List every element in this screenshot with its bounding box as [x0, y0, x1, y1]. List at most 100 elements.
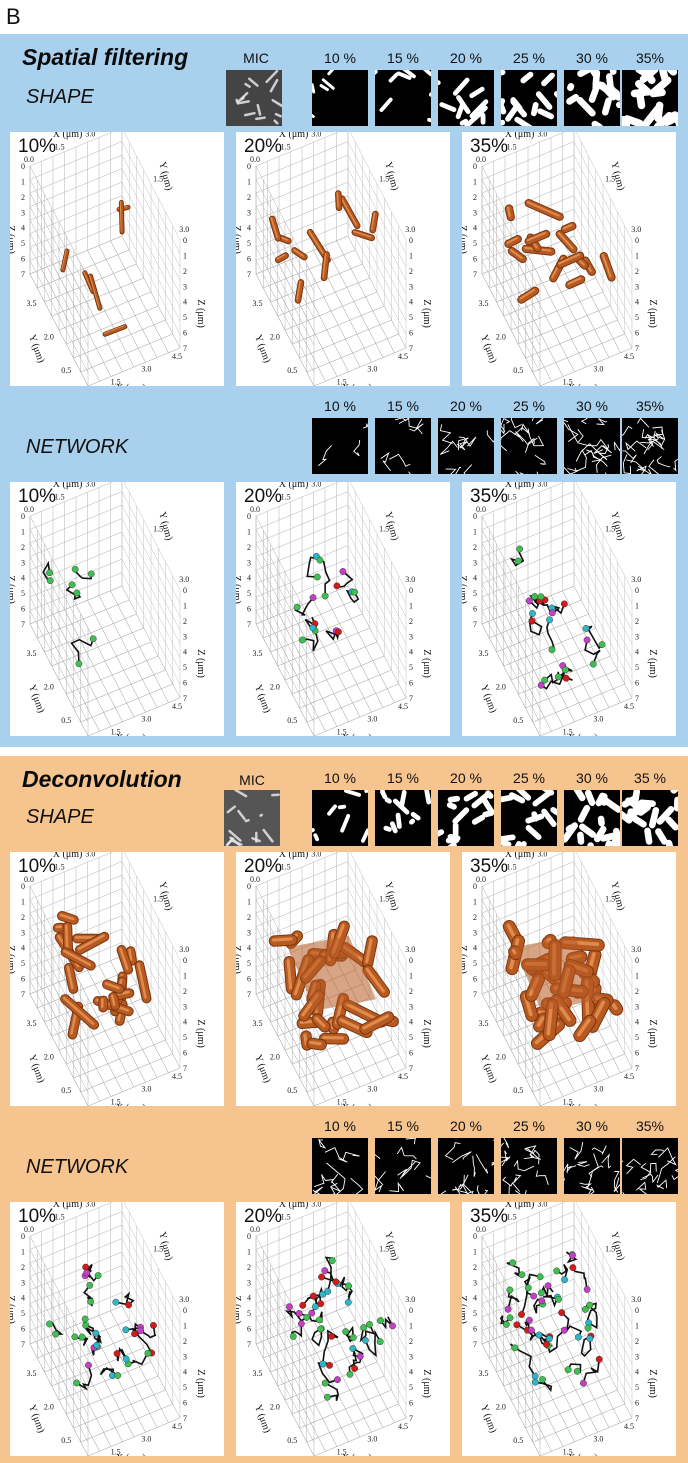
z-tick-label: 0 — [183, 956, 187, 965]
y-tick-label: 0.0 — [579, 132, 589, 133]
x-tick-label: 3.0 — [311, 1202, 321, 1209]
x-tick-label: 1.5 — [563, 727, 573, 736]
z-tick-label: 1 — [21, 1247, 25, 1256]
network-node — [349, 1334, 357, 1341]
z-tick-label: 7 — [21, 1340, 25, 1349]
thumbnail-canvas — [564, 1141, 620, 1194]
x-tick-label: 3.0 — [85, 132, 95, 139]
network-node — [531, 1378, 539, 1386]
thumb-label: 10 % — [324, 1118, 356, 1134]
z-tick-label: 7 — [409, 1064, 413, 1073]
y-tick-label: 1.5 — [379, 1244, 389, 1253]
z-tick-label: 6 — [635, 329, 639, 338]
network-node — [87, 1298, 95, 1306]
thumbnail-canvas — [380, 418, 424, 474]
network-node — [389, 1322, 396, 1330]
z-tick-label: 0 — [409, 236, 413, 245]
z-tick-label: 3 — [473, 928, 477, 937]
x-tick-label: 0.0 — [24, 505, 34, 514]
network-node — [321, 592, 329, 600]
z-tick-label: 0 — [21, 1232, 25, 1241]
skeleton-network — [509, 545, 606, 690]
network-node — [595, 1355, 603, 1363]
z-tick-label: 3 — [183, 1002, 187, 1011]
x-axis-label: X (μm) — [53, 132, 83, 140]
network-node — [545, 1335, 553, 1343]
z-tick-label: 1 — [473, 527, 477, 536]
z-tick-label: 7 — [183, 694, 187, 703]
z-tick-label: 4 — [183, 648, 187, 657]
network-node — [537, 681, 545, 689]
x-tick-label: 1.5 — [507, 862, 517, 871]
y-tick-label: 3.0 — [179, 575, 189, 584]
x-axis-label: X (μm) — [342, 1453, 372, 1456]
z-axis-label: Z (μm) — [10, 945, 16, 973]
z-tick-label: 6 — [635, 679, 639, 688]
y-tick-label: 0.5 — [513, 366, 523, 375]
network-node — [339, 568, 347, 575]
mic-label: MIC — [239, 772, 265, 788]
z-axis-label: Z (μm) — [236, 225, 242, 253]
network-node — [351, 588, 358, 596]
z-axis-label: Z (μm) — [10, 575, 16, 603]
x-tick-label: 1.5 — [337, 377, 347, 386]
z-tick-label: 3 — [473, 208, 477, 217]
x-axis-label: X (μm) — [53, 482, 83, 490]
network-node — [319, 1290, 327, 1298]
network-node — [297, 1320, 305, 1328]
z-tick-label: 7 — [473, 620, 477, 629]
thumb-label: 25 % — [513, 770, 545, 786]
z-tick-label: 3 — [247, 558, 251, 567]
x-tick-label: 3.0 — [593, 365, 603, 374]
z-tick-label: 1 — [21, 527, 25, 536]
network-node — [558, 1309, 566, 1316]
isosurface — [268, 920, 399, 1051]
z-tick-label: 5 — [247, 239, 251, 248]
thumb-label: 20 % — [450, 1118, 482, 1134]
plot-canvas: 0.01.53.04.50.52.03.50.01.53.04.50.01.53… — [10, 482, 206, 736]
z-tick-label: 7 — [21, 990, 25, 999]
z-tick-label: 2 — [635, 987, 639, 996]
x-tick-label: 1.5 — [111, 377, 121, 386]
y-tick-label: 0.0 — [353, 1202, 363, 1203]
x-tick-label: 1.5 — [55, 1212, 65, 1221]
y-tick-label: 2.0 — [496, 1403, 506, 1412]
z-tick-label: 2 — [409, 617, 413, 626]
x-tick-label: 4.5 — [624, 1072, 634, 1081]
binary-thumbnail — [564, 790, 620, 846]
z-tick-label: 3 — [247, 928, 251, 937]
x-tick-label: 3.0 — [141, 715, 151, 724]
binary-thumbnail — [501, 790, 557, 846]
z-tick-label: 3 — [635, 1002, 639, 1011]
z-tick-label: 7 — [409, 344, 413, 353]
network-node — [568, 1252, 576, 1259]
network-node — [334, 1376, 341, 1384]
y-tick-label: 1.5 — [605, 524, 615, 533]
z-tick-label: 2 — [183, 617, 187, 626]
y-tick-label: 0.5 — [287, 1436, 297, 1445]
z-tick-label: 1 — [21, 177, 25, 186]
mic-label: MIC — [243, 50, 269, 66]
surface-plot-panel: 0.01.53.04.50.52.03.50.01.53.04.50.01.53… — [10, 132, 224, 386]
surface-plot-panel: 0.01.53.04.50.52.03.50.01.53.04.50.01.53… — [10, 852, 224, 1106]
surface-plot-panel: 0.01.53.04.50.52.03.50.01.53.04.50.01.53… — [236, 132, 450, 386]
z-tick-label: 7 — [409, 1414, 413, 1423]
z-tick-label: 6 — [247, 975, 251, 984]
z-tick-label: 2 — [635, 1337, 639, 1346]
network-node — [326, 1361, 333, 1369]
x-tick-label: 0.0 — [250, 505, 260, 514]
panel-threshold-label: 35% — [470, 856, 509, 877]
network-node — [376, 1338, 384, 1346]
z-tick-label: 5 — [183, 313, 187, 322]
thumb-label: 35% — [635, 1118, 665, 1134]
thumbnail-canvas — [225, 790, 280, 846]
plot-canvas: 0.01.53.04.50.52.03.50.01.53.04.50.01.53… — [236, 1202, 432, 1456]
x-tick-label: 3.0 — [311, 482, 321, 489]
z-tick-label: 4 — [635, 648, 639, 657]
z-tick-label: 4 — [21, 1294, 25, 1303]
z-tick-label: 6 — [247, 605, 251, 614]
y-tick-label: 3.0 — [179, 945, 189, 954]
network-node — [85, 1361, 92, 1369]
y-tick-label: 0.0 — [127, 482, 137, 483]
z-tick-label: 0 — [473, 512, 477, 521]
